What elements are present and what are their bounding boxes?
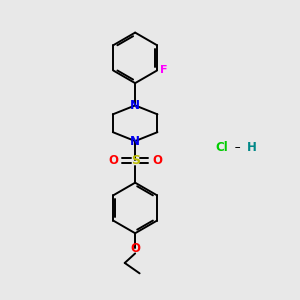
Text: –: – (231, 140, 244, 154)
Text: O: O (152, 154, 162, 167)
Text: F: F (160, 65, 167, 76)
Text: N: N (130, 135, 140, 148)
Text: O: O (108, 154, 118, 167)
Text: S: S (130, 154, 140, 167)
Text: H: H (247, 140, 256, 154)
Text: N: N (130, 99, 140, 112)
Text: Cl: Cl (215, 140, 228, 154)
Text: O: O (130, 242, 140, 255)
